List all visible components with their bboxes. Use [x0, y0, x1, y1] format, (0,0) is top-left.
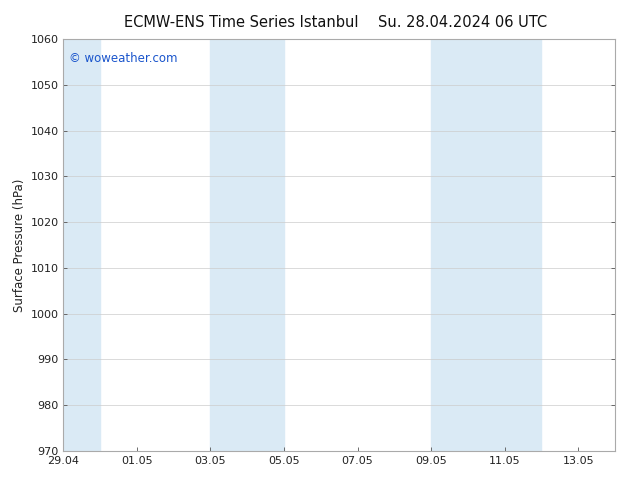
Text: Su. 28.04.2024 06 UTC: Su. 28.04.2024 06 UTC — [378, 15, 547, 30]
Text: © woweather.com: © woweather.com — [69, 51, 178, 65]
Bar — [210, 39, 284, 451]
Bar — [431, 39, 541, 451]
Bar — [63, 39, 100, 451]
Y-axis label: Surface Pressure (hPa): Surface Pressure (hPa) — [13, 178, 26, 312]
Text: ECMW-ENS Time Series Istanbul: ECMW-ENS Time Series Istanbul — [124, 15, 358, 30]
